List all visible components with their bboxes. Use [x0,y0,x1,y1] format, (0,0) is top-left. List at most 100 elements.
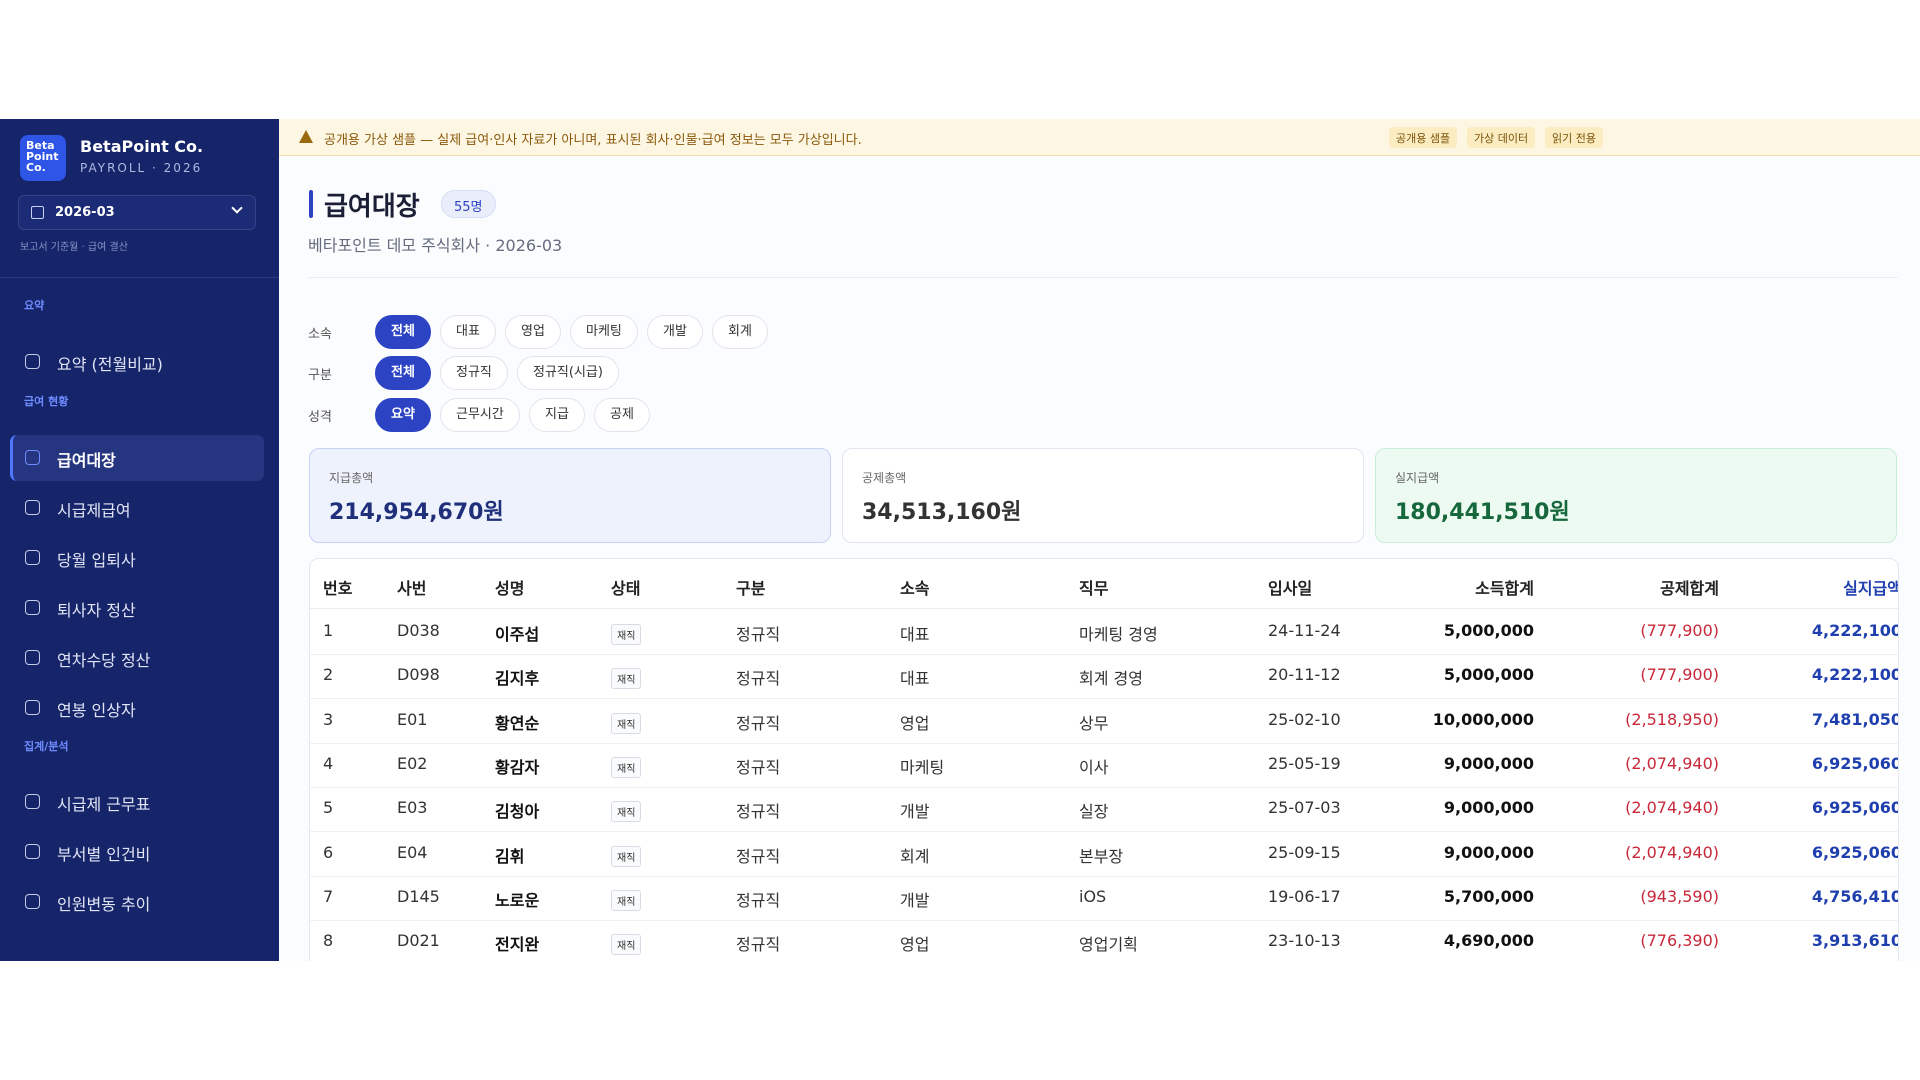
table-cell: 정규직 [736,935,781,955]
table-cell: 개발 [900,802,930,822]
header-divider [310,608,1898,609]
table-cell: (776,390) [1640,931,1719,951]
row-divider [310,919,1898,921]
nav-item[interactable]: 당월 입퇴사 [10,535,264,581]
table-cell: (943,590) [1640,886,1719,906]
table-cell: 대표 [900,625,930,644]
main: 공개용 가상 샘플 — 실제 급여·인사 자료가 아니며, 표시된 회사·인물·… [279,119,1920,961]
filter-chip[interactable]: 영업 [505,315,561,349]
table-cell: 19-06-17 [1268,886,1341,906]
table-cell: 노로운 [495,890,540,910]
table-cell: 4,690,000 [1443,931,1534,951]
nav-icon [25,450,40,465]
nav-item[interactable]: 인원변동 추이 [10,879,264,925]
nav-label: 시급제 근무표 [57,795,151,814]
filter-chip[interactable]: 전체 [375,315,431,349]
table-cell: (2,074,940) [1625,753,1719,773]
table-cell: E03 [397,798,428,818]
table-cell: 대표 [900,669,930,689]
filter-chip[interactable]: 대표 [440,315,496,349]
table-cell: 상무 [1079,713,1109,733]
table-cell: 정규직 [736,669,781,689]
table-cell: iOS [1079,886,1107,906]
logo-text: Point [26,150,59,163]
nav-item[interactable]: 부서별 인건비 [10,829,264,875]
table-cell: 김청아 [495,802,540,822]
table-cell: 실장 [1079,802,1109,822]
month-select[interactable]: 2026-03 [18,195,256,230]
table-cell: 정규직 [736,846,781,866]
table-cell: 김휘 [495,846,525,866]
table: 번호 사번 성명 상태 구분 소속 직무 입사일 소득합계 공제합계 실지급액 1 D038 이주섭 재직 정… [309,558,1899,961]
filter-chip[interactable]: 요약 [375,398,431,432]
table-cell: 5,700,000 [1443,886,1534,906]
nav-label: 당월 입퇴사 [57,551,136,570]
table-cell: 재직 [611,756,642,778]
filter-chip[interactable]: 개발 [647,315,703,349]
table-cell: 영업 [900,713,930,733]
table-cell: D038 [397,621,440,640]
banner-badge: 읽기 전용 [1545,127,1603,148]
summary-label: 지급총액 [329,471,374,485]
filter-chip[interactable]: 마케팅 [570,315,638,349]
table-cell: 본부장 [1079,846,1124,866]
table-cell: 6,925,060 [1811,798,1899,818]
summary-value: 214,954,670원 [329,500,504,525]
nav-item[interactable]: 퇴사자 정산 [10,585,264,631]
nav-item[interactable]: 연차수당 정산 [10,635,264,681]
filter-chip[interactable]: 전체 [375,356,431,390]
table-cell: 재직 [611,712,642,734]
table-cell: 재직 [611,934,642,956]
table-cell: 정규직 [736,625,781,644]
column-header: 사번 [397,579,427,598]
summary-value: 34,513,160원 [862,500,1022,525]
table-cell: (777,900) [1640,621,1719,640]
filter-chip[interactable]: 근무시간 [440,398,520,432]
nav-label: 인원변동 추이 [57,895,151,914]
month-caption: 보고서 기준월 · 급여 결산 [20,242,128,253]
nav-item[interactable]: 시급제 근무표 [10,779,264,825]
nav-item[interactable]: 연봉 인상자 [10,685,264,731]
nav-icon [25,700,40,715]
nav-item[interactable]: 급여대장 [10,435,264,481]
nav-icon [25,500,40,515]
nav-item[interactable]: 요약 (전월비교) [10,339,264,385]
row-divider [310,875,1898,877]
table-cell: 25-02-10 [1268,709,1341,729]
row-divider [310,698,1898,700]
filter-chip[interactable]: 정규직 [440,356,508,390]
table-cell: 회계 [900,846,930,866]
nav-item[interactable]: 시급제급여 [10,485,264,531]
column-header: 실지급액 [1843,579,1899,598]
table-cell: (2,074,940) [1625,842,1719,862]
filter-chip[interactable]: 지급 [529,398,585,432]
table-cell: 25-07-03 [1268,798,1341,818]
banner: 공개용 가상 샘플 — 실제 급여·인사 자료가 아니며, 표시된 회사·인물·… [279,119,1920,156]
brand-sub: PAYROLL · 2026 [80,161,203,175]
filter-chip[interactable]: 공제 [594,398,650,432]
table-cell: 4,756,410 [1811,886,1899,906]
nav-label: 퇴사자 정산 [57,601,136,620]
nav-label: 연차수당 정산 [57,651,151,670]
table-cell: 황감자 [495,757,540,777]
column-header: 상태 [611,579,641,598]
table-cell: (2,074,940) [1625,798,1719,818]
row-divider [310,654,1898,655]
table-cell: 6 [323,842,334,862]
app: Beta Point Co. BetaPoint Co. PAYROLL · 2026 2… [0,119,1920,961]
page-subtitle: 베타포인트 데모 주식회사 · 2026-03 [308,236,563,255]
table-cell: E04 [397,842,428,862]
banner-badge: 가상 데이터 [1467,127,1536,148]
brand-name: BetaPoint Co. [80,137,204,156]
table-cell: D098 [397,665,440,685]
table-cell: 4,222,100 [1811,621,1899,640]
filter-chip[interactable]: 회계 [712,315,768,349]
nav-icon [25,894,40,909]
table-cell: 4,222,100 [1811,665,1899,685]
table-cell: 영업 [900,935,930,955]
filter-chip[interactable]: 정규직(시급) [517,356,619,390]
table-cell: 개발 [900,890,930,910]
logo-text: Co. [26,161,46,174]
table-cell: 6,925,060 [1811,842,1899,862]
